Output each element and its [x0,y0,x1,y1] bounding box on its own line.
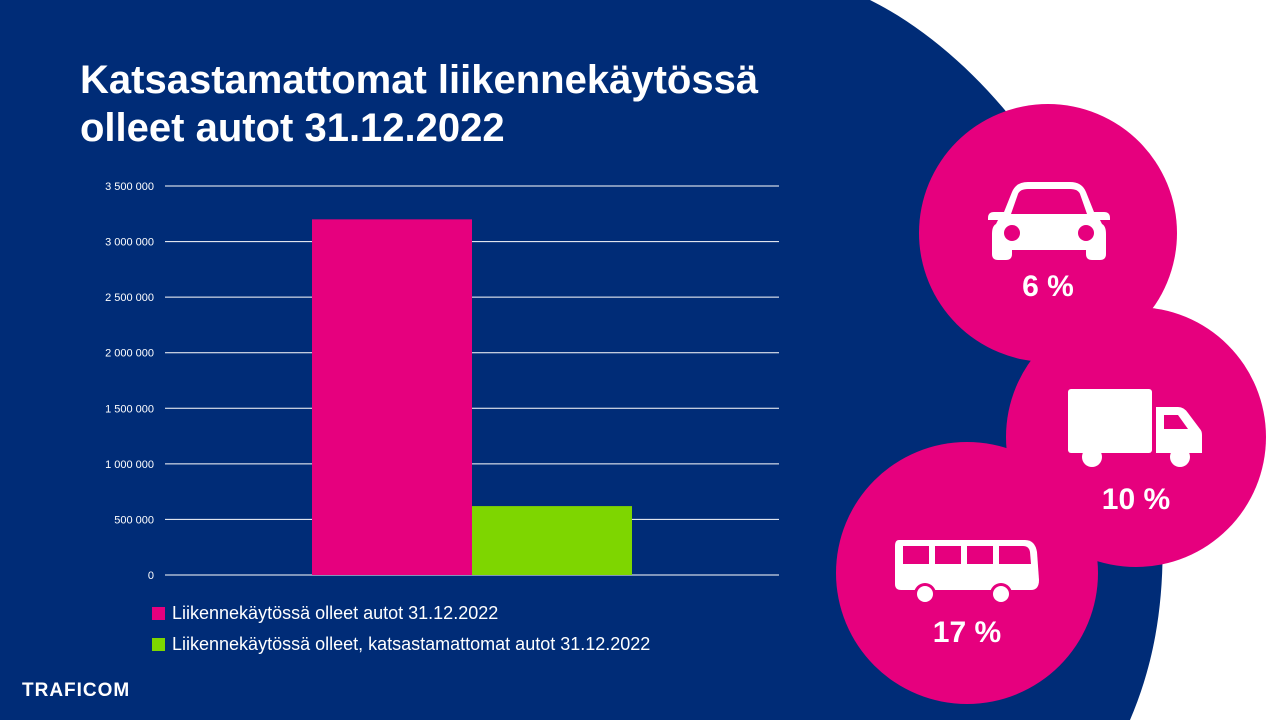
chart-bars [312,219,632,576]
chart-legend: Liikennekäytössä olleet autot 31.12.2022… [152,598,650,660]
bus-icon [895,540,1039,605]
badge-truck: 10 % [1006,307,1266,567]
traficom-logo: TRAFICOM [22,680,131,701]
legend-item-uninspected-cars: Liikennekäytössä olleet, katsastamattoma… [152,629,650,660]
badge-bus-percentage: 17 % [932,616,1002,649]
chart-y-axis-labels: 0 500 000 1 000 000 1 500 000 2 000 000 2 500… [105,181,154,582]
truck-icon [1068,389,1202,467]
y-tick-label: 3 000 000 [105,237,154,249]
legend-item-all-cars: Liikennekäytössä olleet autot 31.12.2022 [152,598,650,629]
y-tick-label: 3 500 000 [105,181,154,193]
legend-swatch-green [152,638,165,651]
legend-swatch-pink [152,607,165,620]
y-tick-label: 1 500 000 [105,403,154,415]
legend-label-uninspected-cars: Liikennekäytössä olleet, katsastamattoma… [172,634,651,654]
y-tick-label: 2 500 000 [105,292,154,304]
slide-title-line1: Katsastamattomat liikennekäytössä [80,58,759,102]
bar-series-1 [312,219,472,576]
y-tick-label: 1 000 000 [105,459,154,471]
badge-car-percentage: 6 % [1022,270,1074,303]
car-icon [988,182,1110,260]
badge-truck-percentage: 10 % [1101,483,1171,516]
bar-series-2 [472,506,632,575]
slide-title-line2: olleet autot 31.12.2022 [80,106,505,150]
y-tick-label: 500 000 [114,514,154,526]
y-tick-label: 0 [148,570,154,582]
badge-bus: 17 % [836,442,1098,704]
y-tick-label: 2 000 000 [105,348,154,360]
slide-title: Katsastamattomat liikennekäytössä olleet… [80,56,980,152]
legend-label-all-cars: Liikennekäytössä olleet autot 31.12.2022 [172,603,499,623]
